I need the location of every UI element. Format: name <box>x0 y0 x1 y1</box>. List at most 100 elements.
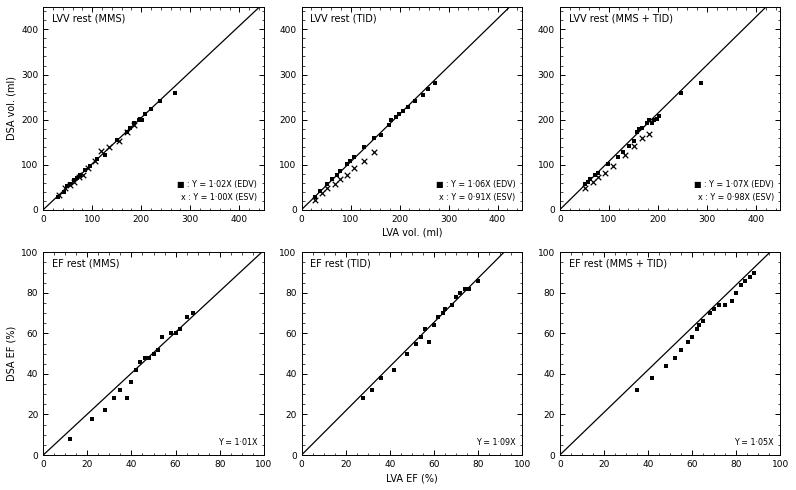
Point <box>340 171 353 178</box>
Point <box>388 366 400 374</box>
Point <box>52 193 64 201</box>
Point <box>340 160 353 168</box>
Point <box>139 110 151 118</box>
Text: ■ : Y = 1·02X (EDV)
x : Y = 1·00X (ESV): ■ : Y = 1·02X (EDV) x : Y = 1·00X (ESV) <box>178 180 257 201</box>
Point <box>611 152 624 160</box>
Point <box>668 354 681 362</box>
Point <box>628 142 641 149</box>
Point <box>156 334 169 342</box>
Point <box>121 394 134 402</box>
Point <box>348 152 361 160</box>
Point <box>88 157 101 165</box>
Point <box>330 171 343 178</box>
Point <box>98 151 111 159</box>
Point <box>583 175 596 183</box>
Point <box>368 148 380 156</box>
Point <box>57 188 70 196</box>
Point <box>79 166 92 174</box>
Point <box>472 277 485 285</box>
Point <box>730 289 743 297</box>
Point <box>392 110 405 118</box>
Point <box>53 191 65 199</box>
Point <box>127 119 140 127</box>
Point <box>735 281 747 289</box>
Point <box>445 301 458 309</box>
Point <box>708 305 720 313</box>
Point <box>602 160 615 168</box>
Point <box>67 178 80 186</box>
Point <box>693 321 705 329</box>
Point <box>579 184 591 192</box>
Point <box>375 131 388 139</box>
Point <box>124 124 137 132</box>
Point <box>747 269 760 276</box>
Point <box>103 144 115 151</box>
Point <box>111 136 123 144</box>
Point <box>410 340 423 347</box>
Point <box>77 171 90 178</box>
Point <box>127 121 140 129</box>
Point <box>695 79 708 87</box>
Point <box>739 277 751 285</box>
Point <box>114 386 127 394</box>
Point <box>151 345 164 353</box>
Point <box>132 117 145 124</box>
Point <box>636 124 649 132</box>
Point <box>59 184 72 192</box>
Point <box>458 285 471 293</box>
Point <box>368 135 380 143</box>
Text: LVV rest (MMS + TID): LVV rest (MMS + TID) <box>568 13 673 23</box>
Text: LVV rest (TID): LVV rest (TID) <box>310 13 377 23</box>
Point <box>343 157 356 165</box>
Text: EF rest (MMS + TID): EF rest (MMS + TID) <box>568 258 667 269</box>
Text: Y = 1·05X: Y = 1·05X <box>734 438 774 447</box>
Point <box>154 97 166 104</box>
Text: LVV rest (MMS): LVV rest (MMS) <box>52 13 126 23</box>
Point <box>402 103 415 111</box>
Y-axis label: DSA vol. (ml): DSA vol. (ml) <box>7 76 17 140</box>
Text: EF rest (TID): EF rest (TID) <box>310 258 371 269</box>
Point <box>375 374 388 382</box>
Point <box>436 309 449 317</box>
Point <box>414 334 427 342</box>
Point <box>642 130 655 138</box>
Point <box>145 105 158 113</box>
Point <box>454 289 466 297</box>
Y-axis label: DSA EF (%): DSA EF (%) <box>7 326 17 381</box>
Point <box>675 90 688 98</box>
Point <box>636 135 649 143</box>
Point <box>428 79 441 87</box>
Point <box>419 325 431 333</box>
Point <box>599 169 611 177</box>
Point <box>180 313 193 321</box>
Point <box>130 366 142 374</box>
Point <box>686 334 699 342</box>
Point <box>450 293 462 301</box>
Point <box>120 128 133 136</box>
Point <box>704 309 716 317</box>
Point <box>628 137 641 145</box>
Point <box>743 273 756 281</box>
Point <box>633 125 646 133</box>
Point <box>589 171 602 178</box>
Point <box>321 184 334 192</box>
Point <box>417 91 430 98</box>
Point <box>630 386 643 394</box>
Point <box>147 350 160 358</box>
Point <box>648 117 661 124</box>
Point <box>84 162 96 170</box>
Point <box>60 182 73 190</box>
Point <box>725 297 738 305</box>
Point <box>659 362 672 370</box>
Point <box>348 164 361 172</box>
Point <box>357 394 369 402</box>
Point <box>690 325 703 333</box>
Point <box>423 338 436 345</box>
Point <box>170 329 182 337</box>
Point <box>358 144 371 151</box>
Point <box>139 354 151 362</box>
Point <box>365 386 378 394</box>
Text: ■ : Y = 1·06X (EDV)
x : Y = 0·91X (ESV): ■ : Y = 1·06X (EDV) x : Y = 0·91X (ESV) <box>435 180 516 201</box>
Point <box>607 162 619 170</box>
Point <box>165 329 178 337</box>
